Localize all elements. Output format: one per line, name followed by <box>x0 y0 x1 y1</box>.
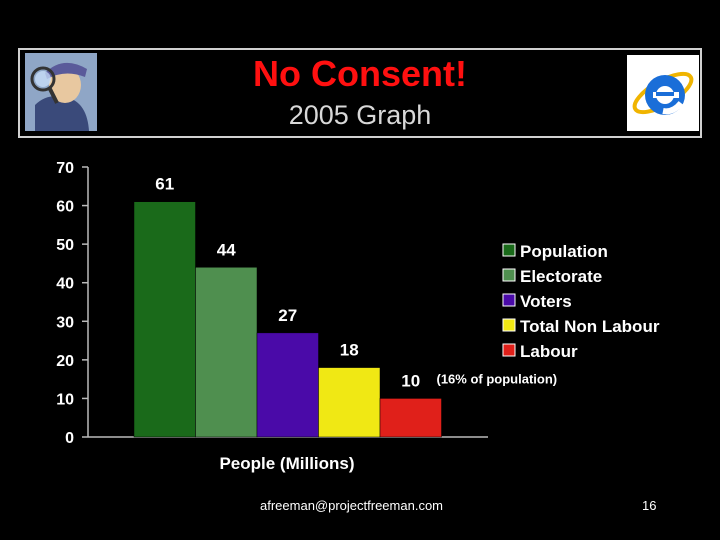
legend-swatch <box>502 268 516 282</box>
bar-labour <box>379 398 442 438</box>
data-label: 61 <box>155 175 174 194</box>
detective-logo <box>25 53 97 131</box>
y-tick-label: 20 <box>56 353 74 370</box>
internet-explorer-icon <box>627 55 699 131</box>
y-tick-label: 40 <box>56 276 74 293</box>
slide-title: No Consent! <box>253 53 467 94</box>
legend-label: Total Non Labour <box>520 317 660 336</box>
legend-label: Electorate <box>520 267 602 286</box>
y-tick-label: 10 <box>56 391 74 408</box>
bar-population <box>133 201 196 438</box>
data-label: 44 <box>217 240 236 259</box>
footer-email: afreeman@projectfreeman.com <box>260 498 443 513</box>
y-tick-label: 70 <box>56 160 74 177</box>
y-tick-label: 30 <box>56 314 74 331</box>
legend-swatch <box>502 343 516 357</box>
x-axis-label: People (Millions) <box>219 454 354 473</box>
bar-electorate <box>195 267 258 438</box>
header-frame <box>18 48 702 138</box>
legend-label: Voters <box>520 292 572 311</box>
slide-subtitle: 2005 Graph <box>288 100 432 130</box>
legend-swatch <box>502 318 516 332</box>
data-label: 27 <box>278 306 297 325</box>
y-tick-label: 0 <box>65 430 74 447</box>
chart-annotation: (16% of population) <box>437 371 558 386</box>
page-number: 16 <box>642 498 657 513</box>
legend-label: Population <box>520 242 608 261</box>
bar-total-non-labour <box>318 367 381 438</box>
legend-swatch <box>502 293 516 307</box>
data-label: 18 <box>340 341 359 360</box>
y-tick-label: 60 <box>56 199 74 216</box>
bar-voters <box>256 332 319 438</box>
legend-swatch <box>502 243 516 257</box>
bar-chart: 0 10 20 30 40 50 60 70 61 44 27 18 10 (16% of populat… <box>56 160 660 473</box>
y-tick-label: 50 <box>56 237 74 254</box>
data-label: 10 <box>401 371 420 390</box>
legend-label: Labour <box>520 342 578 361</box>
